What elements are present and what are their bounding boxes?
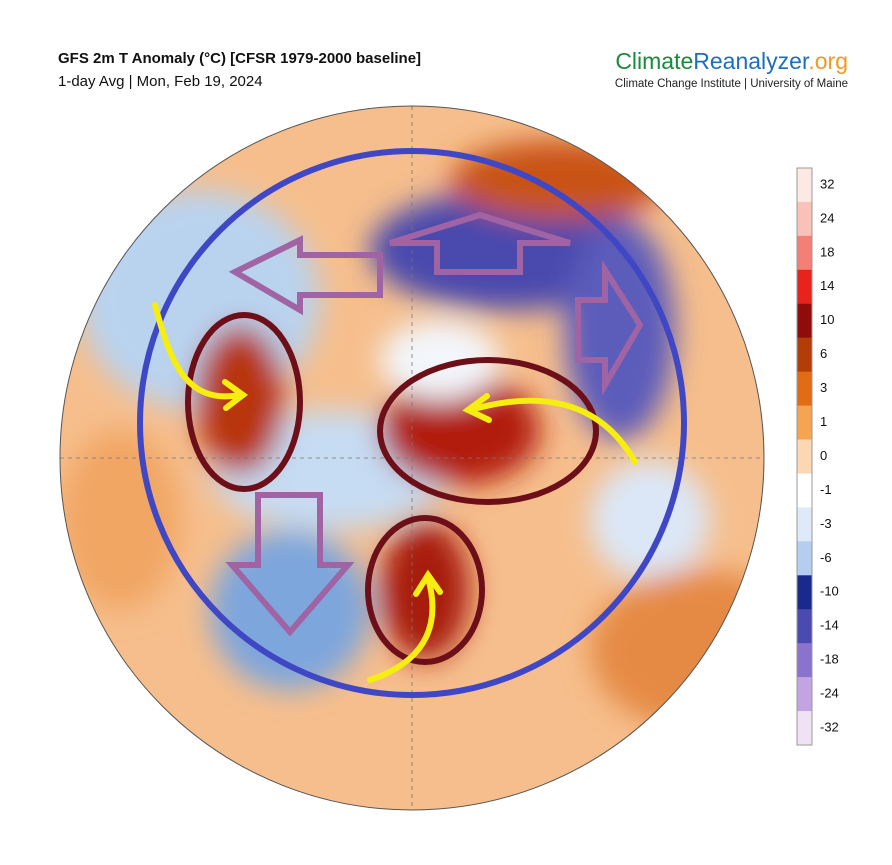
- colorbar-label: -18: [820, 652, 839, 667]
- colorbar-label: 1: [820, 414, 827, 429]
- logo: ClimateReanalyzer.org: [615, 48, 848, 74]
- annotation-ellipses: [185, 312, 599, 665]
- colorbar-label: 24: [820, 210, 834, 225]
- colorbar-label: 32: [820, 176, 834, 191]
- colorbar-label: -6: [820, 550, 832, 565]
- colorbar-label: 14: [820, 278, 834, 293]
- logo-part: Climate: [615, 48, 693, 74]
- colorbar-swatch: [797, 473, 812, 508]
- colorbar-swatch: [797, 405, 812, 441]
- logo-part: Reanalyzer: [693, 48, 810, 74]
- colorbar-label: -14: [820, 618, 839, 633]
- title: GFS 2m T Anomaly (°C) [CFSR 1979-2000 ba…: [58, 50, 421, 67]
- colorbar-swatch: [797, 643, 812, 678]
- colorbar-frame: [796, 167, 813, 746]
- colorbar-swatch: [797, 507, 812, 542]
- colorbar-label: -1: [820, 482, 832, 497]
- colorbar-label: 6: [820, 346, 827, 361]
- colorbar-swatch: [797, 609, 812, 644]
- colorbar-label: -24: [820, 686, 839, 701]
- colorbar-swatch: [797, 337, 812, 373]
- colorbar-label: 10: [820, 312, 834, 327]
- colorbar-swatch: [797, 711, 812, 746]
- logo-part: .org: [808, 48, 848, 74]
- subtitle: 1-day Avg | Mon, Feb 19, 2024: [58, 73, 263, 90]
- colorbar-swatch: [797, 575, 812, 610]
- colorbar-label: 3: [820, 380, 827, 395]
- annotation-arrows: [225, 211, 644, 637]
- colorbar-swatch: [797, 168, 812, 203]
- colorbar-label: -32: [820, 719, 839, 734]
- colorbar-label: -10: [820, 584, 839, 599]
- colorbar-swatch: [797, 235, 812, 271]
- annotation-flow: [152, 302, 638, 683]
- colorbar-label: 18: [820, 244, 834, 259]
- globe-edge: [59, 105, 765, 811]
- colorbar-label: -3: [820, 516, 832, 531]
- annotation-circle: [137, 148, 687, 698]
- colorbar-swatch: [797, 541, 812, 576]
- colorbar-swatch: [797, 201, 812, 237]
- colorbar-swatch: [797, 269, 812, 305]
- map: [60, 106, 764, 810]
- colorbar-swatch: [797, 677, 812, 712]
- colorbar-swatch: [797, 439, 812, 474]
- colorbar-swatch: [797, 303, 812, 339]
- logo-tagline: Climate Change Institute | University of…: [615, 78, 848, 90]
- colorbar-label: 0: [820, 448, 827, 463]
- colorbar-swatch: [797, 371, 812, 407]
